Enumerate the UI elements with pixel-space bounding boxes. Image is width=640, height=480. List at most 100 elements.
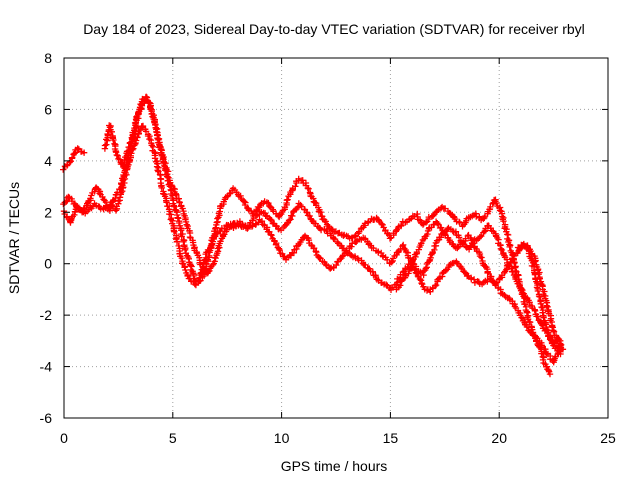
data-point — [363, 236, 366, 240]
data-point — [408, 218, 412, 222]
data-point — [206, 272, 209, 276]
data-point — [408, 257, 412, 260]
data-point — [199, 262, 203, 265]
data-point — [108, 208, 111, 211]
data-point — [141, 97, 144, 101]
data-point — [154, 123, 157, 127]
data-point — [278, 229, 281, 232]
data-point — [186, 226, 190, 229]
data-point — [434, 221, 438, 224]
data-point — [265, 200, 268, 204]
data-point — [337, 231, 340, 235]
data-point — [271, 236, 275, 240]
data-point — [350, 236, 353, 240]
data-point — [356, 257, 359, 260]
x-tick-label: 5 — [169, 430, 177, 446]
data-point — [121, 164, 125, 168]
data-point — [271, 208, 275, 211]
data-point — [258, 203, 261, 206]
axes: 0 5 10 15 20 25 -6 -4 -2 0 2 4 6 8 — [40, 50, 616, 446]
data-point — [356, 239, 359, 242]
data-point — [108, 203, 111, 206]
y-tick-label: -4 — [40, 359, 53, 375]
data-point — [474, 213, 477, 217]
data-point — [337, 259, 340, 263]
data-point — [193, 283, 196, 286]
data-point — [461, 223, 464, 227]
data-point — [226, 226, 229, 229]
data-point — [171, 198, 174, 201]
data-point — [434, 283, 438, 286]
data-point — [543, 321, 547, 325]
data-point — [467, 216, 470, 219]
data-point — [556, 337, 560, 340]
data-point — [112, 198, 116, 201]
data-point — [184, 249, 188, 253]
data-point — [530, 259, 533, 263]
x-tick-label: 15 — [383, 430, 399, 446]
data-point — [552, 329, 555, 332]
data-point — [191, 270, 194, 273]
data-point — [421, 239, 425, 242]
data-point — [232, 221, 235, 224]
data-point — [454, 218, 457, 222]
data-point — [245, 226, 248, 229]
data-point — [535, 277, 538, 281]
data-point — [415, 213, 418, 217]
data-point — [284, 203, 288, 206]
data-point — [474, 280, 477, 283]
data-point — [552, 342, 555, 345]
data-point — [415, 272, 418, 276]
data-point — [147, 133, 151, 137]
data-point — [474, 247, 477, 250]
data-point — [212, 236, 216, 240]
data-point — [513, 262, 516, 265]
data-point — [88, 198, 92, 201]
data-point — [147, 100, 151, 103]
data-point — [539, 301, 542, 304]
data-point — [369, 270, 372, 273]
data-point — [376, 249, 379, 253]
y-tick-label: -6 — [40, 410, 53, 426]
data-point — [330, 234, 333, 237]
data-point — [448, 226, 451, 229]
x-tick-label: 0 — [60, 430, 68, 446]
data-point — [215, 223, 218, 227]
data-point — [212, 259, 216, 263]
data-point — [487, 272, 490, 276]
data-point — [284, 223, 288, 227]
data-point — [73, 203, 77, 206]
data-point — [310, 218, 314, 222]
data-point — [500, 247, 503, 250]
data-point — [461, 241, 464, 245]
series-a — [60, 145, 88, 173]
data-point — [363, 223, 366, 227]
data-point — [389, 288, 392, 291]
series-e — [393, 218, 564, 354]
data-point — [548, 373, 551, 376]
data-point — [543, 362, 547, 366]
data-point — [245, 205, 248, 209]
data-point — [493, 231, 496, 235]
data-point — [167, 175, 170, 178]
data-point — [526, 326, 529, 330]
data-point — [278, 249, 281, 253]
data-point — [232, 187, 235, 191]
data-point — [128, 146, 131, 150]
data-point — [408, 267, 412, 271]
data-point — [297, 203, 301, 206]
data-point — [552, 360, 555, 363]
data-point — [493, 283, 496, 286]
data-point — [521, 241, 525, 245]
data-point — [487, 211, 490, 214]
data-point — [395, 229, 399, 232]
data-point — [121, 185, 125, 188]
data-point — [493, 198, 496, 201]
data-point — [284, 257, 288, 260]
data-point — [297, 241, 301, 245]
series-f — [514, 240, 567, 353]
data-point — [323, 229, 327, 232]
y-axis-label: SDTVAR / TECUs — [6, 182, 22, 294]
data-point — [75, 146, 79, 150]
data-point — [363, 262, 366, 265]
